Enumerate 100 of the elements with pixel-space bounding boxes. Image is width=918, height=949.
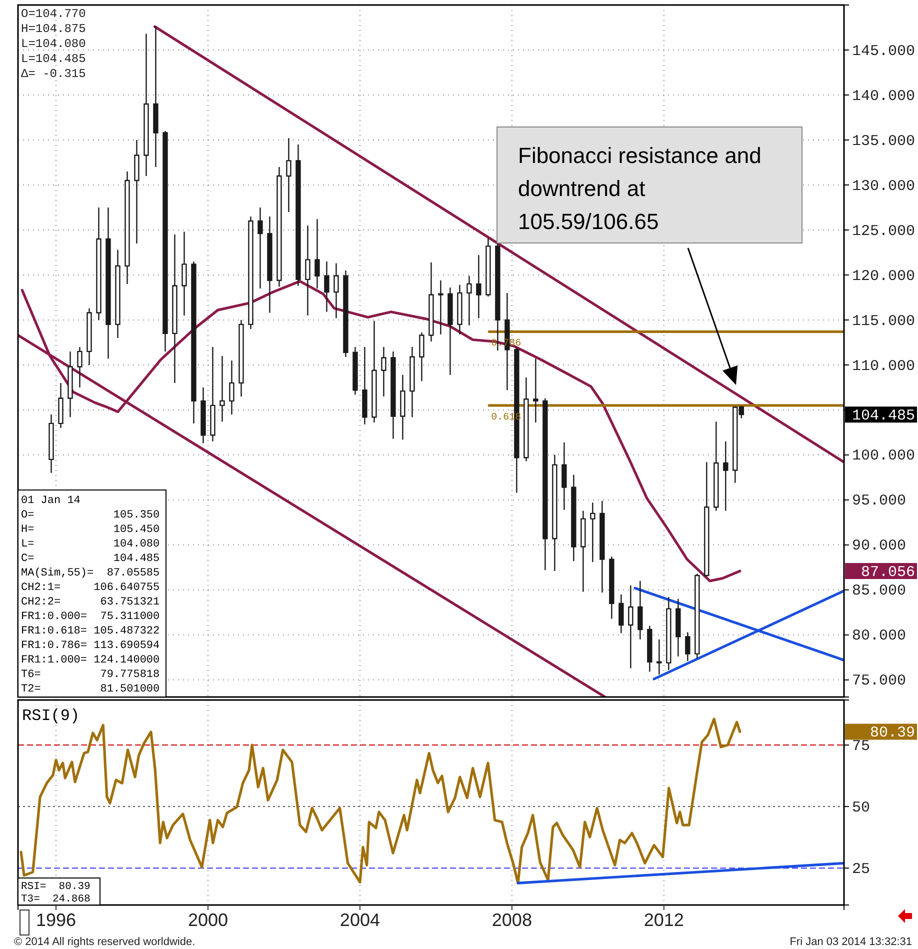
candlestick (714, 421, 719, 512)
text: 104.485 (852, 408, 915, 425)
candlestick (153, 26, 158, 168)
candlestick (172, 234, 178, 384)
candlestick (115, 249, 120, 339)
annotation: O=104.770 (21, 7, 86, 21)
candlestick (457, 284, 462, 335)
y-tick-label: 140.000 (852, 88, 916, 105)
annotation: RSI= 80.39 (21, 881, 90, 893)
candlestick (144, 33, 149, 177)
candlestick (647, 625, 652, 672)
annotation: FR1:0.618= 105.487322 (21, 626, 160, 638)
x-tick-label: 2000 (188, 910, 228, 930)
candlestick (210, 346, 216, 442)
annotation: FR1:0.786= 113.690594 (21, 640, 160, 652)
y-tick-label: 145.000 (852, 42, 916, 60)
candlestick (552, 454, 558, 572)
annotation: H=104.875 (21, 22, 86, 36)
candlestick (448, 286, 453, 376)
x-tick-label: 1996 (36, 910, 76, 930)
y-tick-label: 75 (852, 738, 870, 755)
candlestick (542, 398, 548, 571)
candlestick (305, 224, 310, 316)
candlestick (685, 632, 690, 662)
candlestick (381, 346, 386, 398)
y-tick-label: 80.000 (852, 628, 906, 645)
candlestick (106, 206, 111, 360)
annotation: L=104.485 (21, 52, 86, 66)
candlestick (476, 254, 482, 319)
candlestick (134, 139, 140, 244)
candlestick (267, 216, 272, 314)
text: © 2014 All rights reserved worldwide. (14, 936, 196, 948)
candlestick (343, 270, 348, 358)
annotation: T2= 81.501000 (21, 684, 160, 696)
candlestick (48, 414, 54, 474)
annotation: L= 104.080 (21, 538, 160, 550)
candlestick (533, 358, 538, 424)
y-tick-label: 75.000 (852, 672, 906, 690)
candlestick (428, 262, 434, 342)
candlestick (676, 598, 681, 658)
candlestick (314, 218, 320, 290)
candlestick (571, 474, 576, 562)
y-tick-label: 120.000 (852, 268, 916, 285)
candlestick (238, 319, 244, 398)
y-tick-label: 95.000 (852, 492, 906, 510)
y-tick-label: 130.000 (852, 178, 916, 195)
x-tick-label: 2012 (644, 910, 684, 930)
candlestick (562, 442, 567, 510)
candlestick (58, 382, 64, 429)
annotation: FR1:1.000= 124.140000 (21, 654, 160, 666)
candlestick (324, 260, 330, 312)
text: RSI(9) (22, 707, 80, 725)
candlestick (334, 262, 339, 319)
annotation: CH2:1= 106.640755 (21, 582, 160, 594)
y-tick-label: 85.000 (852, 582, 906, 600)
annotation: Fibonacci resistance and downtrend at 105.59/106.65 (518, 143, 762, 234)
y-tick-label: 110.000 (852, 358, 916, 375)
candlestick (618, 594, 624, 634)
y-tick-label: 100.000 (852, 448, 916, 465)
candlestick (162, 130, 168, 352)
candlestick (286, 138, 292, 213)
candlestick (638, 580, 643, 640)
candlestick (694, 573, 700, 659)
candlestick (400, 374, 406, 440)
annotation: MA(Sim,55)= 87.05585 (21, 568, 160, 580)
candlestick (580, 510, 586, 592)
y-tick-label: 50 (852, 799, 870, 816)
y-tick-label: 125.000 (852, 222, 916, 240)
candlestick (656, 638, 662, 676)
candlestick (248, 216, 254, 330)
candlestick (362, 346, 368, 425)
candlestick (77, 346, 82, 388)
annotation: O= 105.350 (21, 510, 160, 522)
candlestick (524, 376, 529, 462)
x-tick-label: 2004 (340, 910, 380, 930)
candlestick (86, 308, 92, 366)
candlestick (590, 502, 596, 563)
y-tick-label: 25 (852, 860, 870, 878)
candlestick (229, 360, 234, 416)
candlestick (390, 350, 396, 440)
candlestick (410, 346, 415, 418)
candlestick (124, 170, 130, 285)
candlestick (486, 237, 491, 298)
candlestick (438, 280, 444, 335)
text: 80.39 (870, 724, 915, 742)
candlestick (276, 166, 282, 288)
annotation: 01 Jan 14 (21, 495, 81, 507)
candlestick (96, 206, 102, 321)
candlestick (258, 206, 263, 290)
annotation: Δ= -0.315 (21, 67, 86, 81)
candlestick (466, 275, 472, 326)
annotation: H= 105.450 (21, 524, 160, 536)
candlestick (352, 346, 358, 396)
candlestick (372, 320, 377, 424)
candlestick (182, 231, 187, 316)
text: 87.056 (860, 564, 915, 582)
annotation: L=104.080 (21, 37, 86, 51)
candlestick (628, 584, 634, 669)
annotation: T3= 24.868 (21, 894, 90, 906)
candlestick (704, 462, 710, 578)
